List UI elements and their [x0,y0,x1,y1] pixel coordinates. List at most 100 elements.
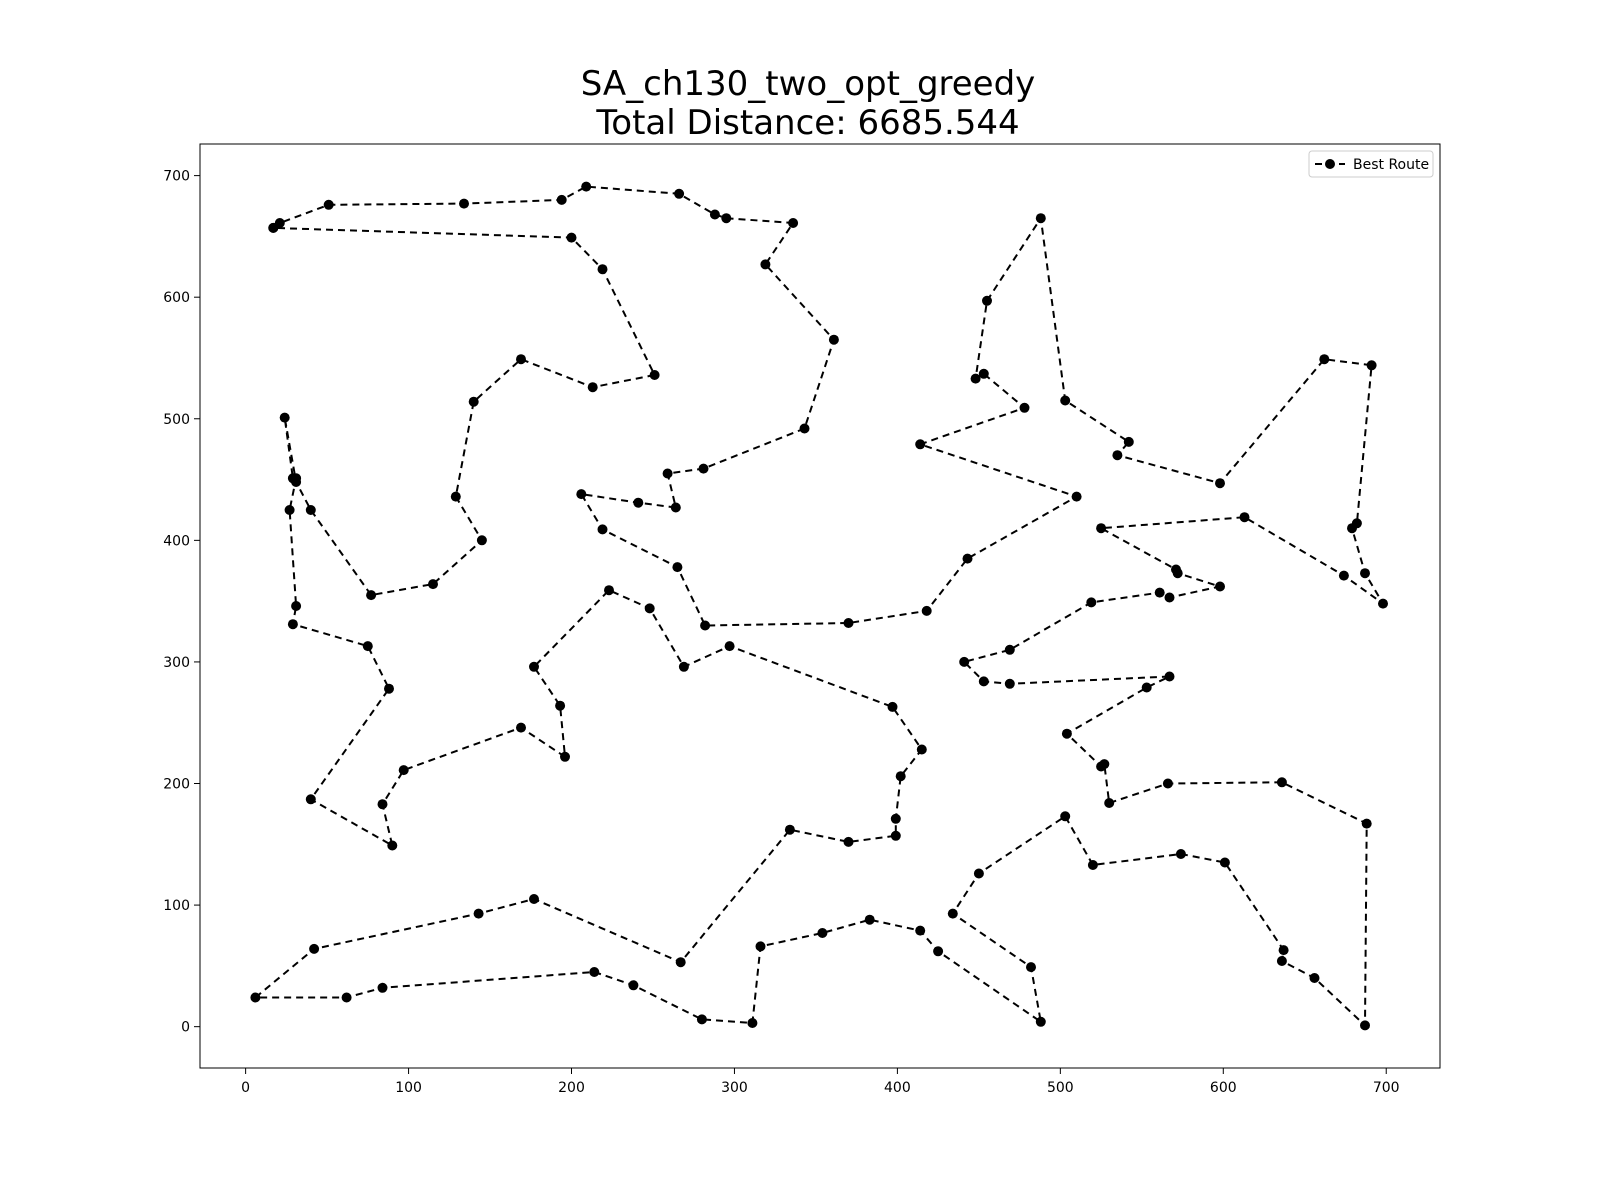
route-point [978,368,989,379]
route-point [1162,778,1173,789]
route-point [1164,592,1175,603]
route-point [644,603,655,614]
route-point [843,618,854,628]
route-point [895,771,906,782]
y-tick-label: 300 [163,655,190,671]
y-tick-label: 400 [163,533,190,549]
route-point [250,992,261,1003]
route-point [760,259,771,270]
route-point [633,497,644,508]
route-point [721,213,732,224]
route-point [1276,777,1287,788]
route-point [529,894,539,904]
route-point [982,295,992,306]
route-point [516,722,526,733]
route-point [473,908,484,919]
route-point [597,524,608,535]
route-point [843,836,854,847]
route-point [649,370,660,380]
route-point [1361,818,1372,829]
route-point [675,957,686,968]
legend: Best Route [1308,150,1434,178]
route-point [387,840,398,851]
route-point [755,941,766,952]
route-point [341,992,352,1003]
route-point [1035,213,1046,224]
route-point [915,925,926,936]
route-point [1215,581,1225,592]
x-tick-label: 700 [1373,1080,1400,1096]
route-point [1239,512,1250,523]
x-axis: 0 100 200 300 400 500 600 700 [241,1068,1400,1096]
route-point [709,209,720,220]
route-point [724,641,735,652]
route-point [556,194,567,205]
route-point [628,980,639,991]
route-point [1278,945,1289,956]
route-point [1172,568,1183,579]
route-point [678,661,689,672]
route-point [1019,402,1030,413]
route-point [279,412,290,423]
route-point [529,661,539,672]
y-tick-label: 700 [163,169,190,185]
route-point [450,491,461,502]
route-point [1164,671,1175,682]
route-point [291,601,302,611]
x-tick-label: 100 [395,1080,422,1096]
route-point [921,605,932,616]
route-point [933,946,944,957]
y-tick-label: 100 [163,898,190,914]
route-point [555,700,566,711]
chart-subtitle: Total Distance: 6685.544 [595,103,1019,143]
x-tick-label: 600 [1210,1080,1237,1096]
route-point [700,620,711,631]
route-point [672,562,683,573]
route-point [696,1014,707,1025]
route-point [589,967,600,977]
route-point [476,535,487,546]
route-point [468,396,479,407]
route-point [566,232,577,243]
route-point [287,619,298,630]
route-points [250,181,1388,1031]
route-point [459,198,469,209]
route-point [377,982,388,993]
route-point [1104,798,1115,808]
route-point [670,502,681,513]
route-point [662,468,673,479]
route-point [1099,759,1110,770]
route-point [428,579,438,590]
route-point [1060,395,1071,406]
route-point [1123,436,1134,447]
y-tick-label: 600 [163,290,190,306]
route-point [1086,597,1097,608]
route-point [1309,973,1320,983]
route-point [890,830,901,841]
route-point [309,943,320,954]
route-point [1276,956,1287,966]
plot-area [199,143,1441,1069]
route-point [962,553,973,564]
route-point [604,585,614,596]
route-point [973,868,984,879]
route-point [947,908,958,919]
y-tick-label: 0 [181,1020,190,1036]
route-point [1004,678,1015,689]
route-point [1004,644,1015,655]
route-point [698,463,709,474]
route-point [1215,478,1225,489]
route-point [1071,491,1082,502]
route-point [916,744,927,755]
chart-title: SA_ch130_two_opt_greedy [581,64,1036,104]
y-tick-label: 500 [163,412,190,428]
route-point [291,477,302,487]
route-point [398,765,409,776]
route-point [864,914,875,925]
route-point [674,188,685,199]
route-point [362,641,373,652]
legend-label: Best Route [1353,157,1429,173]
route-point [268,222,279,233]
x-tick-label: 0 [241,1080,250,1096]
